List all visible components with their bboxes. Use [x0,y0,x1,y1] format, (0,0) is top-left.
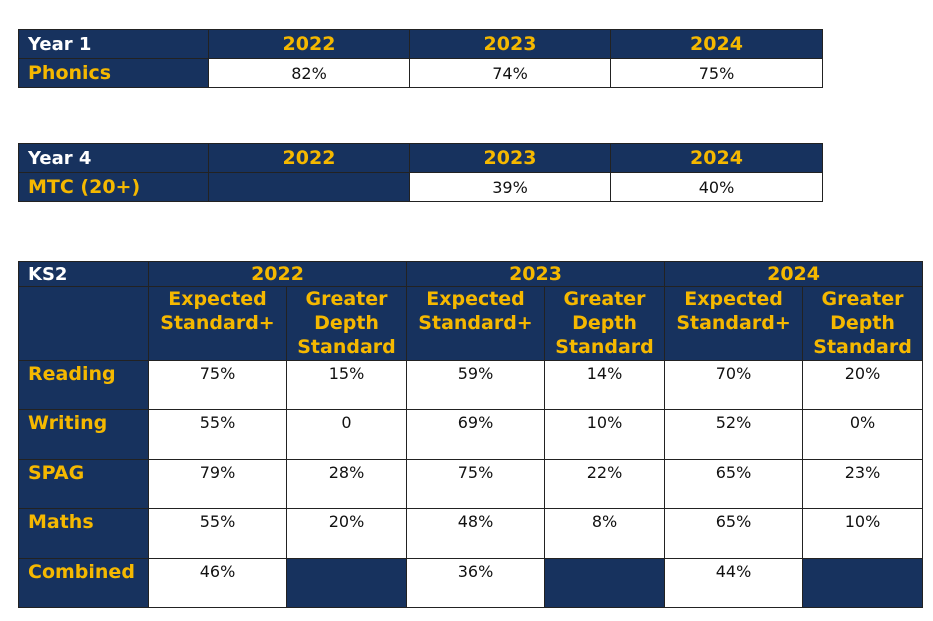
row-label: Writing [18,409,149,460]
greater-line1: Greater [563,288,646,310]
table-cell: 0 [285,409,408,460]
mtc-2023: 39% [409,172,611,202]
subheader-greater-2024: Greater Depth Standard [802,286,924,361]
table-cell: 55% [148,508,287,559]
table-cell: 55% [148,409,287,460]
subheader-greater-2023: Greater Depth Standard [544,286,666,361]
ks2-col-2022: 2022 [147,261,408,287]
table-cell: 65% [664,508,804,559]
table-cell: 20% [285,508,408,559]
year4-col-2022: 2022 [208,143,410,173]
table-cell: 52% [664,409,804,460]
year1-title: Year 1 [18,29,209,59]
phonics-2022: 82% [208,58,410,88]
table-cell: 8% [544,508,666,559]
table-cell: 69% [406,409,546,460]
table-cell [285,558,408,608]
table-cell: 75% [148,360,287,410]
table-row: Writing 55% 0 69% 10% 52% 0% [18,409,924,460]
table-cell: 14% [544,360,666,410]
greater-line1: Greater [305,288,388,310]
year4-col-2023: 2023 [409,143,611,173]
table-row: Reading 75% 15% 59% 14% 70% 20% [18,360,924,410]
expected-line1: Expected [684,288,783,310]
year1-col-2023: 2023 [409,29,611,59]
greater-line3: Standard [813,336,912,358]
subheader-expected-2023: Expected Standard+ [406,286,546,361]
year1-col-2024: 2024 [610,29,823,59]
table-cell: 22% [544,459,666,509]
year4-table: Year 4 2022 2023 2024 MTC (20+) 39% 40% [18,143,823,202]
ks2-body: Reading 75% 15% 59% 14% 70% 20% Writing 55% 0 69% 1… [18,360,924,608]
ks2-title: KS2 [18,261,149,287]
greater-line1: Greater [821,288,904,310]
greater-line3: Standard [297,336,396,358]
phonics-label: Phonics [18,58,209,88]
phonics-2024: 75% [610,58,823,88]
greater-line2: Depth [830,312,895,334]
subheader-expected-2022: Expected Standard+ [148,286,287,361]
phonics-2023: 74% [409,58,611,88]
ks2-table: KS2 2022 2023 2024 Expected Standard+ Gre… [18,261,924,608]
mtc-2022 [208,172,410,202]
mtc-2024: 40% [610,172,823,202]
table-cell: 59% [406,360,546,410]
greater-line2: Depth [572,312,637,334]
table-cell: 10% [544,409,666,460]
expected-line1: Expected [426,288,525,310]
table-cell: 48% [406,508,546,559]
greater-line3: Standard [555,336,654,358]
row-label: SPAG [18,459,149,509]
table-cell: 65% [664,459,804,509]
table-cell: 10% [802,508,924,559]
table-cell: 15% [285,360,408,410]
ks2-subheader-blank [18,286,149,361]
greater-line2: Depth [314,312,379,334]
table-cell: 70% [664,360,804,410]
table-cell: 75% [406,459,546,509]
ks2-col-2024: 2024 [664,261,924,287]
expected-line2: Standard+ [160,312,275,334]
table-cell: 44% [664,558,804,608]
table-cell: 23% [802,459,924,509]
subheader-expected-2024: Expected Standard+ [664,286,804,361]
expected-line1: Expected [168,288,267,310]
table-cell: 0% [802,409,924,460]
table-cell: 28% [285,459,408,509]
table-row: Combined 46% 36% 44% [18,558,924,608]
table-cell [544,558,666,608]
year1-col-2022: 2022 [208,29,410,59]
year1-table: Year 1 2022 2023 2024 Phonics 82% 74% 75… [18,29,823,88]
table-cell: 36% [406,558,546,608]
expected-line2: Standard+ [418,312,533,334]
row-label: Maths [18,508,149,559]
row-label: Combined [18,558,149,608]
subheader-greater-2022: Greater Depth Standard [285,286,408,361]
mtc-label: MTC (20+) [18,172,209,202]
table-cell: 79% [148,459,287,509]
row-label: Reading [18,360,149,410]
table-cell: 46% [148,558,287,608]
table-cell [802,558,924,608]
table-row: SPAG 79% 28% 75% 22% 65% 23% [18,459,924,509]
year4-title: Year 4 [18,143,209,173]
year4-col-2024: 2024 [610,143,823,173]
expected-line2: Standard+ [676,312,791,334]
table-cell: 20% [802,360,924,410]
table-row: Maths 55% 20% 48% 8% 65% 10% [18,508,924,559]
ks2-col-2023: 2023 [406,261,666,287]
